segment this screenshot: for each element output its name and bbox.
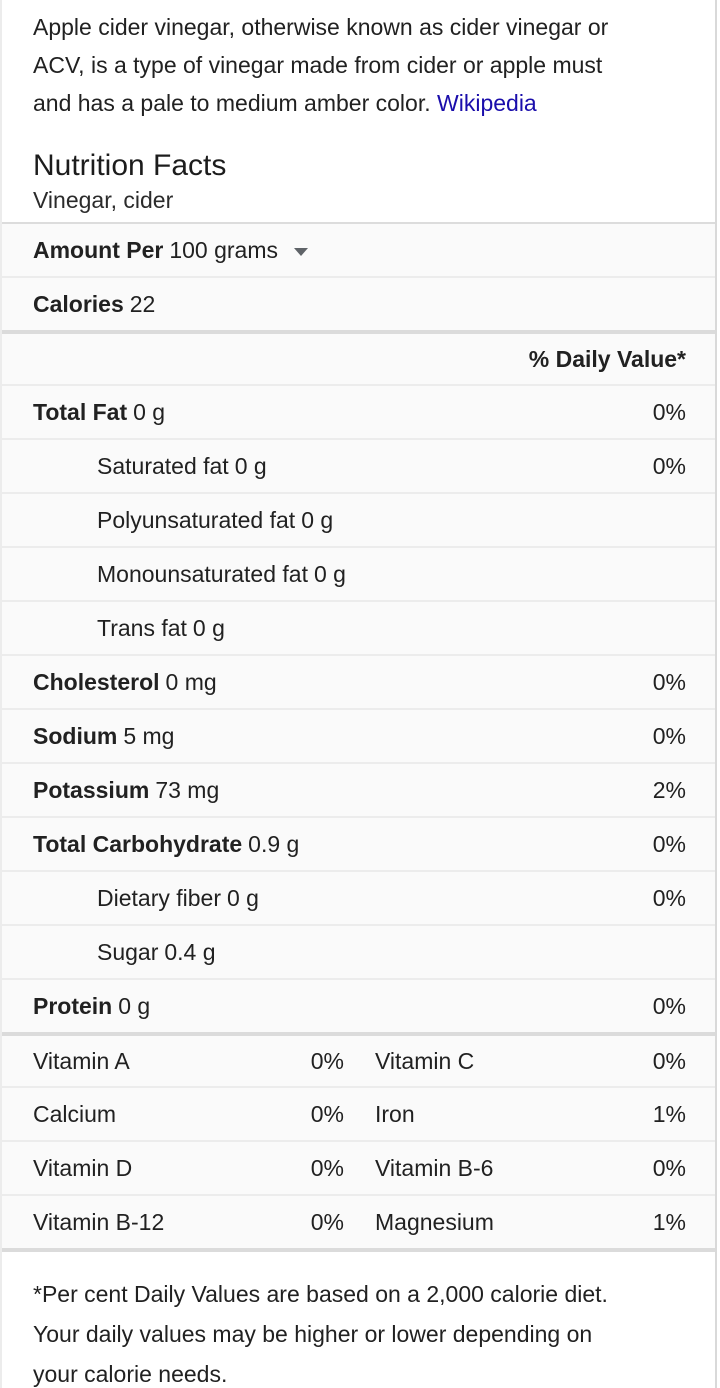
- vitamin-value: 1%: [652, 1100, 686, 1127]
- description-paragraph: Apple cider vinegar, otherwise known as …: [2, 0, 715, 122]
- nutrient-daily-value: 0%: [652, 830, 686, 857]
- vitamin-value: 0%: [310, 1100, 344, 1127]
- vitamin-cell: Vitamin B-6 0%: [375, 1155, 686, 1182]
- vitamin-label: Calcium: [33, 1100, 117, 1127]
- vitamin-label: Vitamin D: [33, 1154, 133, 1181]
- vitamin-value: 0%: [652, 1047, 686, 1074]
- nutrient-row-total-fat: Total Fat 0 g 0%: [2, 384, 715, 438]
- description-line: ACV, is a type of vinegar made from cide…: [33, 52, 603, 78]
- calories-label: Calories: [33, 290, 124, 317]
- nutrient-amount: 5 mg: [123, 722, 175, 749]
- nutrient-label: Saturated fat: [97, 452, 229, 479]
- nutrient-label: Protein: [33, 992, 113, 1019]
- vitamin-value: 0%: [652, 1154, 686, 1181]
- nutrient-daily-value: 0%: [652, 452, 686, 479]
- nutrient-daily-value: 0%: [652, 398, 686, 425]
- vitamin-cell: Vitamin C 0%: [375, 1048, 686, 1075]
- nutrient-amount: 0 mg: [165, 668, 217, 695]
- nutrient-amount: 0 g: [133, 398, 166, 425]
- nutrient-daily-value: 0%: [652, 722, 686, 749]
- nutrition-table: Amount Per 100 grams Calories 22 % Daily…: [2, 222, 715, 1248]
- description-line: Apple cider vinegar, otherwise known as …: [33, 14, 609, 40]
- vitamin-label: Vitamin B-12: [33, 1208, 165, 1235]
- vitamin-value: 0%: [310, 1154, 344, 1181]
- footnote-line: your calorie needs.: [33, 1361, 228, 1387]
- chevron-down-icon[interactable]: [294, 247, 309, 256]
- vitamin-cell: Iron 1%: [375, 1101, 686, 1128]
- nutrient-amount: 0 g: [192, 614, 225, 641]
- nutrient-label: Trans fat: [97, 614, 187, 641]
- nutrient-daily-value: 0%: [652, 992, 686, 1019]
- nutrient-label: Potassium: [33, 776, 150, 803]
- nutrient-amount: 0 g: [313, 560, 346, 587]
- vitamin-cell: Vitamin B-12 0%: [33, 1209, 344, 1236]
- vitamin-label: Iron: [375, 1100, 415, 1127]
- nutrient-row-saturated-fat: Saturated fat 0 g 0%: [2, 438, 715, 492]
- nutrient-row-total-carbohydrate: Total Carbohydrate 0.9 g 0%: [2, 816, 715, 870]
- vitamin-label: Vitamin A: [33, 1047, 130, 1074]
- nutrient-row-cholesterol: Cholesterol 0 mg 0%: [2, 654, 715, 708]
- nutrient-daily-value: 0%: [652, 884, 686, 911]
- description-line: and has a pale to medium amber color. Wi…: [33, 84, 687, 122]
- wikipedia-link[interactable]: Wikipedia: [437, 90, 537, 116]
- nutrient-amount: 0 g: [226, 884, 259, 911]
- vitamin-row: Vitamin D 0% Vitamin B-6 0%: [2, 1140, 715, 1194]
- calories-value: 22: [129, 290, 156, 317]
- nutrient-amount: 0 g: [118, 992, 151, 1019]
- nutrient-label: Polyunsaturated fat: [97, 506, 296, 533]
- nutrient-amount: 73 mg: [155, 776, 220, 803]
- nutrient-row-potassium: Potassium 73 mg 2%: [2, 762, 715, 816]
- nutrient-label: Monounsaturated fat: [97, 560, 308, 587]
- calories-row: Calories 22: [2, 276, 715, 330]
- nutrient-label: Sodium: [33, 722, 118, 749]
- nutrient-row-sugar: Sugar 0.4 g: [2, 924, 715, 978]
- vitamin-label: Vitamin B-6: [375, 1154, 494, 1181]
- nutrition-facts-title: Nutrition Facts: [33, 149, 227, 182]
- nutrient-amount: 0 g: [234, 452, 267, 479]
- vitamin-cell: Calcium 0%: [33, 1101, 344, 1128]
- serving-label: Amount Per: [33, 236, 164, 263]
- nutrient-row-sodium: Sodium 5 mg 0%: [2, 708, 715, 762]
- vitamin-cell: Vitamin A 0%: [33, 1048, 344, 1075]
- vitamin-row: Vitamin A 0% Vitamin C 0%: [2, 1032, 715, 1086]
- serving-value: 100 grams: [169, 236, 279, 263]
- nutrient-row-monounsaturated-fat: Monounsaturated fat 0 g: [2, 546, 715, 600]
- nutrient-row-protein: Protein 0 g 0%: [2, 978, 715, 1032]
- vitamin-value: 0%: [310, 1047, 344, 1074]
- vitamin-value: 0%: [310, 1208, 344, 1235]
- nutrient-amount: 0.4 g: [164, 938, 216, 965]
- nutrient-daily-value: 0%: [652, 668, 686, 695]
- vitamin-label: Magnesium: [375, 1208, 494, 1235]
- vitamin-row: Vitamin B-12 0% Magnesium 1%: [2, 1194, 715, 1248]
- footnote-line: Your daily values may be higher or lower…: [33, 1321, 593, 1347]
- vitamin-cell: Magnesium 1%: [375, 1209, 686, 1236]
- vitamin-cell: Vitamin D 0%: [33, 1155, 344, 1182]
- daily-value-header-label: % Daily Value*: [528, 345, 686, 372]
- vitamin-label: Vitamin C: [375, 1047, 475, 1074]
- nutrient-amount: 0.9 g: [248, 830, 300, 857]
- nutrient-label: Sugar: [97, 938, 159, 965]
- nutrient-label: Total Fat: [33, 398, 128, 425]
- food-name-subtitle: Vinegar, cider: [33, 187, 174, 213]
- nutrient-label: Total Carbohydrate: [33, 830, 243, 857]
- footnote-line: *Per cent Daily Values are based on a 2,…: [33, 1281, 608, 1307]
- description-line-text: and has a pale to medium amber color.: [33, 90, 431, 116]
- nutrient-row-dietary-fiber: Dietary fiber 0 g 0%: [2, 870, 715, 924]
- nutrient-daily-value: 2%: [652, 776, 686, 803]
- vitamin-value: 1%: [652, 1208, 686, 1235]
- daily-value-footnote: *Per cent Daily Values are based on a 2,…: [2, 1248, 715, 1388]
- vitamin-row: Calcium 0% Iron 1%: [2, 1086, 715, 1140]
- nutrient-label: Dietary fiber: [97, 884, 221, 911]
- nutrient-label: Cholesterol: [33, 668, 160, 695]
- nutrient-row-trans-fat: Trans fat 0 g: [2, 600, 715, 654]
- serving-size-row[interactable]: Amount Per 100 grams: [2, 222, 715, 276]
- nutrient-amount: 0 g: [301, 506, 334, 533]
- daily-value-header-row: % Daily Value*: [2, 330, 715, 384]
- nutrient-row-polyunsaturated-fat: Polyunsaturated fat 0 g: [2, 492, 715, 546]
